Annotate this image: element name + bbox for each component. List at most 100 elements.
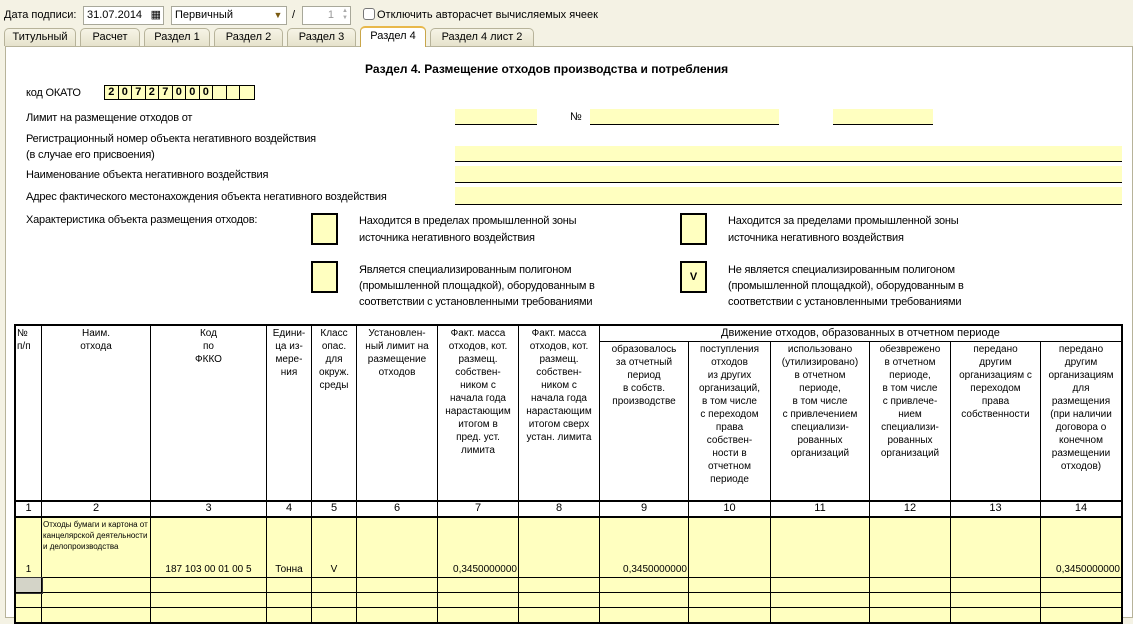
table-cell[interactable] bbox=[869, 592, 951, 608]
table-cell[interactable] bbox=[1040, 577, 1122, 593]
table-cell[interactable] bbox=[14, 576, 43, 594]
correction-number-stepper[interactable]: 1 ▲ ▼ bbox=[302, 6, 351, 25]
table-cell[interactable] bbox=[266, 592, 312, 608]
table-cell[interactable] bbox=[41, 577, 151, 593]
table-cell[interactable] bbox=[15, 592, 42, 608]
table-cell[interactable] bbox=[518, 516, 600, 578]
option-checkbox-in-zone[interactable] bbox=[311, 213, 338, 245]
option-label: Находится за пределами промышленной зоны bbox=[728, 215, 959, 227]
sign-date-input[interactable]: 31.07.2014 ▦ bbox=[83, 6, 164, 25]
tab-razdel-4[interactable]: Раздел 4 bbox=[360, 26, 426, 47]
table-cell[interactable]: 0,3450000000 bbox=[437, 516, 519, 578]
report-type-select[interactable]: Первичный ▼ bbox=[171, 6, 287, 25]
option-label: Находится в пределах промышленной зоны bbox=[359, 215, 577, 227]
okato-digit[interactable]: 0 bbox=[199, 86, 213, 99]
okato-digit[interactable]: 2 bbox=[105, 86, 119, 99]
okato-digit[interactable]: 0 bbox=[172, 86, 186, 99]
sign-date-label: Дата подписи: bbox=[4, 9, 77, 21]
okato-digit[interactable]: 2 bbox=[145, 86, 159, 99]
tab-titulny[interactable]: Титульный bbox=[4, 28, 76, 46]
disable-autocalc-checkbox[interactable] bbox=[363, 8, 375, 20]
table-cell[interactable] bbox=[311, 592, 357, 608]
tab-razdel-3[interactable]: Раздел 3 bbox=[287, 28, 356, 46]
table-cell[interactable] bbox=[950, 607, 1041, 623]
table-cell[interactable] bbox=[950, 592, 1041, 608]
option-checkbox-specialized[interactable] bbox=[311, 261, 338, 293]
okato-digit[interactable] bbox=[213, 86, 227, 99]
table-cell[interactable] bbox=[41, 592, 151, 608]
tab-raschet[interactable]: Расчет bbox=[80, 28, 140, 46]
table-cell[interactable] bbox=[311, 577, 357, 593]
table-cell[interactable]: 0,3450000000 bbox=[599, 516, 689, 578]
table-cell[interactable]: V bbox=[311, 516, 357, 578]
table-cell[interactable]: 187 103 00 01 00 5 bbox=[150, 516, 267, 578]
table-cell[interactable] bbox=[688, 592, 771, 608]
table-cell[interactable] bbox=[688, 516, 771, 578]
tab-razdel-2[interactable]: Раздел 2 bbox=[214, 28, 283, 46]
table-cell[interactable] bbox=[869, 516, 951, 578]
okato-digit[interactable] bbox=[240, 86, 254, 99]
table-cell[interactable] bbox=[437, 607, 519, 623]
table-cell[interactable] bbox=[356, 592, 438, 608]
option-checkbox-outside-zone[interactable] bbox=[680, 213, 707, 245]
limit-number-field[interactable] bbox=[590, 109, 779, 125]
table-cell[interactable] bbox=[770, 607, 870, 623]
table-cell[interactable] bbox=[950, 577, 1041, 593]
okato-digit[interactable] bbox=[226, 86, 240, 99]
table-cell[interactable] bbox=[15, 607, 42, 623]
okato-digit[interactable]: 0 bbox=[186, 86, 200, 99]
table-cell[interactable] bbox=[950, 516, 1041, 578]
column-number: 1 bbox=[15, 499, 42, 518]
table-cell[interactable]: Тонна bbox=[266, 516, 312, 578]
table-cell[interactable] bbox=[356, 516, 438, 578]
column-number: 6 bbox=[356, 499, 438, 518]
option-checkbox-not-specialized[interactable]: V bbox=[680, 261, 707, 293]
reg-number-field[interactable] bbox=[455, 146, 1122, 162]
table-cell[interactable] bbox=[356, 577, 438, 593]
limit-date-field[interactable] bbox=[455, 109, 537, 125]
object-name-field[interactable] bbox=[455, 166, 1122, 183]
okato-digit[interactable]: 7 bbox=[132, 86, 146, 99]
okato-digit[interactable]: 0 bbox=[118, 86, 132, 99]
table-cell[interactable]: Отходы бумаги и картона от канцелярской … bbox=[41, 516, 151, 578]
disable-autocalc-label[interactable]: Отключить авторасчет вычисляемых ячеек bbox=[377, 9, 598, 21]
spin-arrows-icon[interactable]: ▲ ▼ bbox=[342, 8, 348, 21]
calendar-icon[interactable]: ▦ bbox=[150, 9, 161, 21]
table-cell[interactable] bbox=[688, 607, 771, 623]
table-cell[interactable] bbox=[266, 607, 312, 623]
table-cell[interactable]: 0,3450000000 bbox=[1040, 516, 1122, 578]
table-cell[interactable] bbox=[518, 577, 600, 593]
table-cell[interactable] bbox=[1040, 592, 1122, 608]
table-cell[interactable] bbox=[518, 592, 600, 608]
tab-razdel-4-list-2[interactable]: Раздел 4 лист 2 bbox=[430, 28, 534, 46]
table-cell[interactable] bbox=[518, 607, 600, 623]
chevron-down-icon[interactable]: ▼ bbox=[273, 10, 283, 20]
table-cell[interactable] bbox=[356, 607, 438, 623]
table-cell[interactable] bbox=[599, 607, 689, 623]
table-cell[interactable] bbox=[437, 592, 519, 608]
table-cell[interactable] bbox=[869, 577, 951, 593]
table-cell[interactable] bbox=[770, 592, 870, 608]
table-cell[interactable] bbox=[266, 577, 312, 593]
waste-table: № п/п Наим. отхода Код по ФККО Едини- ца из… bbox=[14, 325, 1122, 623]
table-cell[interactable] bbox=[1040, 607, 1122, 623]
okato-digit[interactable]: 7 bbox=[159, 86, 173, 99]
table-cell[interactable] bbox=[150, 592, 267, 608]
table-cell[interactable] bbox=[869, 607, 951, 623]
tab-razdel-1[interactable]: Раздел 1 bbox=[144, 28, 210, 46]
table-cell[interactable] bbox=[150, 577, 267, 593]
table-cell[interactable] bbox=[599, 577, 689, 593]
table-cell[interactable]: 1 bbox=[15, 516, 42, 578]
table-cell[interactable] bbox=[599, 592, 689, 608]
table-cell[interactable] bbox=[311, 607, 357, 623]
table-cell[interactable] bbox=[770, 516, 870, 578]
table-cell[interactable] bbox=[41, 607, 151, 623]
column-number: 8 bbox=[518, 499, 600, 518]
limit-extra-field[interactable] bbox=[833, 109, 933, 125]
table-cell[interactable] bbox=[437, 577, 519, 593]
table-cell[interactable] bbox=[688, 577, 771, 593]
object-address-field[interactable] bbox=[455, 187, 1122, 205]
table-cell[interactable] bbox=[770, 577, 870, 593]
table-cell[interactable] bbox=[150, 607, 267, 623]
